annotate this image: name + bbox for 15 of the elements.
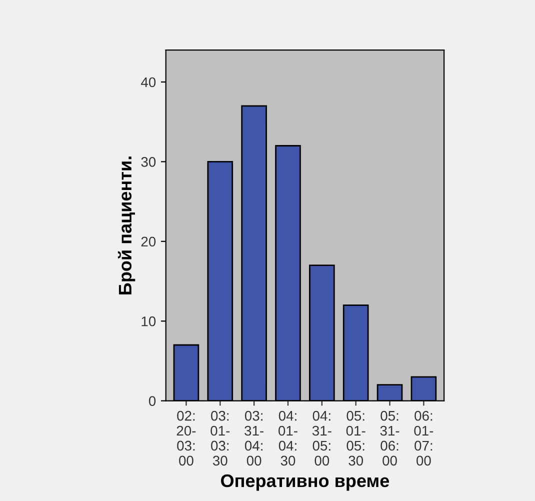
- x-tick-label: 04: 01- 04: 30: [278, 410, 298, 466]
- x-tick-label: 03: 01- 03: 30: [210, 410, 230, 466]
- x-tick-label: 02: 20- 03: 00: [176, 410, 196, 466]
- x-tick-label: 06: 01- 07: 00: [414, 410, 434, 466]
- x-tick-label: 05: 31- 06: 00: [380, 410, 400, 466]
- y-tick-label: 40: [141, 77, 156, 88]
- y-tick-label: 20: [141, 236, 156, 247]
- x-tick-label: 03: 31- 04: 00: [244, 410, 264, 466]
- y-tick-label: 0: [148, 396, 156, 406]
- x-tick-label: 05: 01- 05: 30: [346, 410, 366, 466]
- x-axis-title: Оперативно време: [221, 474, 390, 491]
- y-tick-label: 10: [142, 316, 156, 326]
- x-tick-label: 04: 31- 05: 00: [312, 410, 332, 466]
- y-tick-label: 30: [141, 157, 156, 167]
- y-axis-title: Брой пациенти.: [118, 156, 136, 294]
